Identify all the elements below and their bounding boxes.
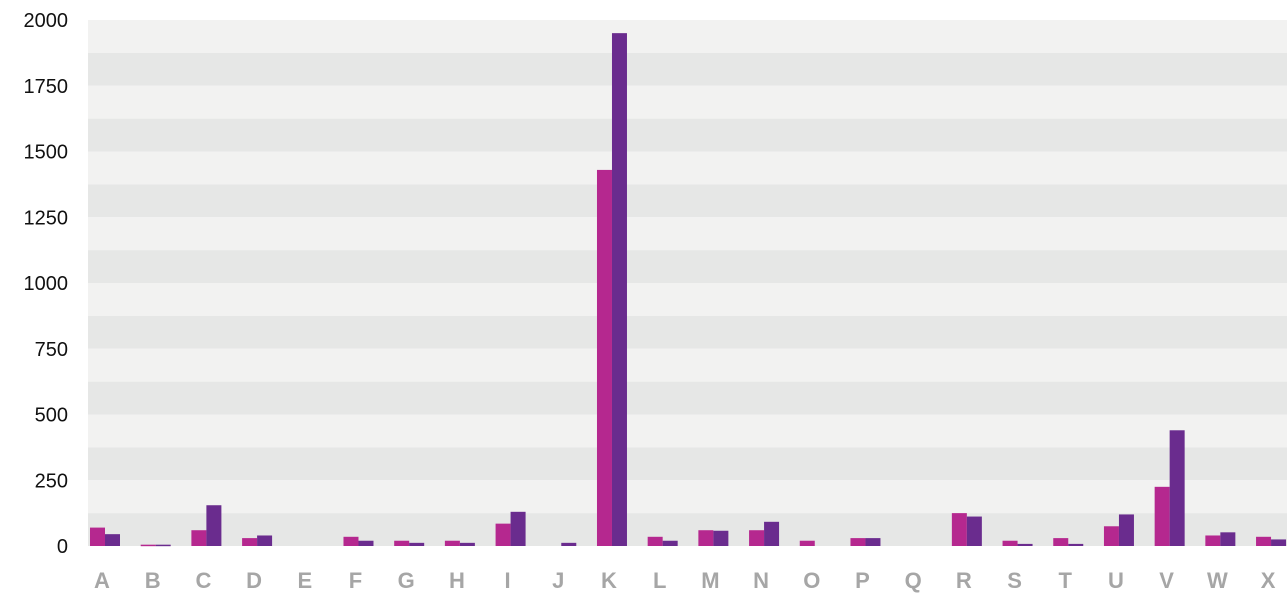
grid-band	[88, 381, 1287, 415]
bar-B-series-1	[140, 544, 156, 547]
x-tick-label: M	[701, 568, 719, 593]
y-tick-label: 1500	[24, 142, 69, 164]
bar-U-series-2	[1118, 514, 1134, 546]
y-tick-label: 1000	[24, 273, 69, 295]
x-tick-label: L	[653, 568, 666, 593]
bar-L-series-2	[662, 540, 678, 546]
bar-X-series-1	[1256, 536, 1272, 546]
bar-G-series-1	[394, 540, 410, 546]
bar-V-series-1	[1154, 486, 1170, 546]
bar-K-series-1	[596, 169, 612, 546]
bar-R-series-2	[966, 516, 982, 546]
bar-C-series-2	[206, 505, 222, 546]
bar-O-series-1	[799, 540, 815, 546]
x-tick-label: D	[246, 568, 262, 593]
grid-band	[88, 447, 1287, 481]
grid-band	[88, 250, 1287, 283]
bar-W-series-2	[1220, 532, 1236, 546]
bar-U-series-1	[1103, 526, 1119, 546]
grid-band	[88, 480, 1287, 514]
x-tick-label: R	[956, 568, 972, 593]
x-tick-label: A	[94, 568, 110, 593]
x-tick-label: K	[601, 568, 617, 593]
grid-band	[88, 184, 1287, 218]
y-tick-label: 2000	[24, 10, 69, 32]
x-tick-label: C	[195, 568, 211, 593]
x-tick-label: E	[297, 568, 312, 593]
bar-L-series-1	[647, 536, 663, 546]
y-tick-label: 250	[35, 470, 68, 492]
y-tick-label: 500	[35, 405, 68, 427]
x-tick-label: W	[1207, 568, 1228, 593]
grid-band	[88, 414, 1287, 448]
y-tick-label: 0	[57, 536, 68, 558]
bar-F-series-1	[343, 536, 359, 546]
bar-P-series-1	[850, 538, 866, 546]
x-tick-label: U	[1108, 568, 1124, 593]
grid-band	[88, 85, 1287, 119]
x-tick-label: G	[398, 568, 415, 593]
bar-V-series-2	[1169, 430, 1185, 546]
x-tick-label: I	[505, 568, 511, 593]
grid-band	[88, 315, 1287, 349]
grid-band	[88, 52, 1287, 86]
x-tick-label: F	[349, 568, 362, 593]
x-tick-label: V	[1159, 568, 1174, 593]
x-tick-label: N	[753, 568, 769, 593]
bar-D-series-2	[257, 535, 273, 546]
bar-S-series-2	[1017, 543, 1033, 546]
x-tick-label: H	[449, 568, 465, 593]
x-tick-label: X	[1261, 568, 1276, 593]
grid-bands	[88, 20, 1287, 546]
bar-B-series-2	[155, 544, 171, 547]
x-tick-label: T	[1059, 568, 1073, 593]
x-tick-label: O	[803, 568, 820, 593]
bar-F-series-2	[358, 540, 374, 546]
grid-band	[88, 283, 1287, 316]
bar-T-series-1	[1053, 538, 1069, 546]
y-tick-label: 1250	[24, 207, 69, 229]
bar-H-series-2	[459, 542, 475, 546]
bar-P-series-2	[865, 538, 881, 546]
x-tick-label: J	[552, 568, 564, 593]
bar-N-series-2	[764, 521, 780, 546]
y-axis-ticks: 0 250 500 750 1000 1250 1500 1750 2000	[24, 10, 69, 558]
y-tick-label: 1750	[24, 76, 69, 98]
bar-J-series-2	[561, 542, 577, 546]
bar-X-series-2	[1271, 539, 1287, 546]
bar-I-series-1	[495, 523, 511, 546]
bar-K-series-2	[611, 33, 627, 546]
bar-S-series-1	[1002, 540, 1018, 546]
bar-N-series-1	[749, 530, 765, 546]
bar-W-series-1	[1205, 535, 1221, 546]
grid-band	[88, 217, 1287, 251]
bar-D-series-1	[242, 538, 258, 546]
grid-band	[88, 118, 1287, 152]
bar-I-series-2	[510, 511, 526, 546]
grid-band	[88, 348, 1287, 382]
grid-band	[88, 513, 1287, 546]
bar-C-series-1	[191, 530, 207, 546]
x-axis-ticks: A B C D E F G H I J K L M N O P Q R S T U V W X	[94, 568, 1276, 593]
x-tick-label: Q	[905, 568, 922, 593]
x-tick-label: B	[145, 568, 161, 593]
bar-R-series-1	[951, 513, 967, 546]
bar-H-series-1	[444, 540, 460, 546]
bar-T-series-2	[1068, 543, 1084, 546]
y-tick-label: 750	[35, 339, 68, 361]
x-tick-label: P	[855, 568, 870, 593]
bars	[90, 33, 1287, 547]
bar-A-series-2	[105, 534, 120, 546]
bar-M-series-1	[698, 530, 714, 546]
x-tick-label: S	[1007, 568, 1022, 593]
bar-A-series-1	[90, 527, 105, 546]
bar-G-series-2	[409, 542, 425, 546]
grid-band	[88, 151, 1287, 185]
bar-M-series-2	[713, 530, 729, 546]
grid-band	[88, 20, 1287, 53]
